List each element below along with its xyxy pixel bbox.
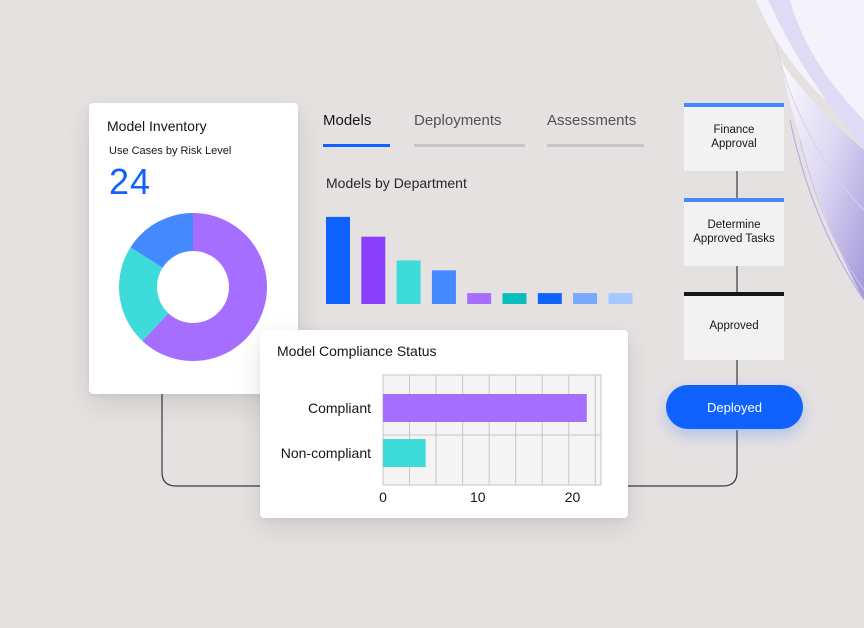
models-by-department-title: Models by Department xyxy=(326,175,467,191)
use-case-count: 24 xyxy=(109,161,152,202)
department-bar-4 xyxy=(467,293,492,304)
department-bar-5 xyxy=(502,293,527,304)
x-tick-label: 10 xyxy=(470,489,486,505)
deployed-button[interactable]: Deployed xyxy=(666,385,803,429)
donut-slice-0 xyxy=(142,213,267,361)
donut-slice-2 xyxy=(130,213,193,268)
ribbon-decoration xyxy=(756,0,864,301)
compliance-bar-non-compliant xyxy=(383,439,426,467)
workflow-step-accent xyxy=(684,198,784,202)
risk-level-donut-chart xyxy=(119,213,267,361)
department-bar-8 xyxy=(608,293,633,304)
tab-models-label: Models xyxy=(323,112,372,129)
inventory-subtitle: Use Cases by Risk Level xyxy=(109,145,232,157)
compliance-category-label: Compliant xyxy=(308,400,371,416)
tab-deployments[interactable]: Deployments xyxy=(414,112,525,147)
workflow-step-label-line2: Approval xyxy=(711,138,757,150)
tab-models[interactable]: Models xyxy=(323,112,390,147)
workflow-step-accent xyxy=(684,103,784,107)
compliance-category-label: Non-compliant xyxy=(281,445,371,461)
department-bar-0 xyxy=(326,216,350,304)
workflow-step-label-line1: Determine xyxy=(707,219,761,231)
compliance-bar-compliant xyxy=(383,394,587,422)
workflow-step-label: Determine Approved Tasks xyxy=(693,218,775,246)
x-tick-label: 0 xyxy=(379,489,387,505)
workflow-step-determine-approved-tasks[interactable]: Determine Approved Tasks xyxy=(684,198,784,266)
tab-deployments-label: Deployments xyxy=(414,112,502,129)
compliance-title: Model Compliance Status xyxy=(277,343,437,359)
tab-models-indicator xyxy=(323,144,390,147)
model-compliance-status-card: Model Compliance Status Compliant Non-com… xyxy=(260,330,628,518)
inventory-title: Model Inventory xyxy=(107,118,207,134)
model-inventory-card: Model Inventory Use Cases by Risk Level … xyxy=(89,103,298,394)
tab-deployments-indicator xyxy=(414,144,525,147)
workflow-step-label-line2: Approved Tasks xyxy=(693,233,775,245)
x-tick-label: 20 xyxy=(565,489,581,505)
models-by-department-chart xyxy=(326,216,633,304)
tab-assessments[interactable]: Assessments xyxy=(547,112,644,147)
workflow-step-label-line1: Finance xyxy=(713,124,755,136)
connector-lines xyxy=(161,171,738,487)
department-bar-7 xyxy=(573,293,598,304)
department-bar-1 xyxy=(361,236,386,304)
tab-assessments-indicator xyxy=(547,144,644,147)
department-bar-6 xyxy=(537,293,562,304)
tab-assessments-label: Assessments xyxy=(547,112,637,129)
workflow-step-finance-approval[interactable]: Finance Approval xyxy=(684,103,784,171)
donut-slice-1 xyxy=(119,247,169,341)
compliance-bar-chart: Compliant Non-compliant 0 10 20 xyxy=(281,374,602,505)
workflow-step-approved[interactable]: Approved xyxy=(684,292,784,360)
workflow-step-label: Approved xyxy=(709,320,759,332)
workflow-step-accent xyxy=(684,292,784,296)
workflow-step-label: Finance Approval xyxy=(711,123,756,151)
department-bar-2 xyxy=(396,260,421,304)
department-bar-3 xyxy=(431,270,456,304)
